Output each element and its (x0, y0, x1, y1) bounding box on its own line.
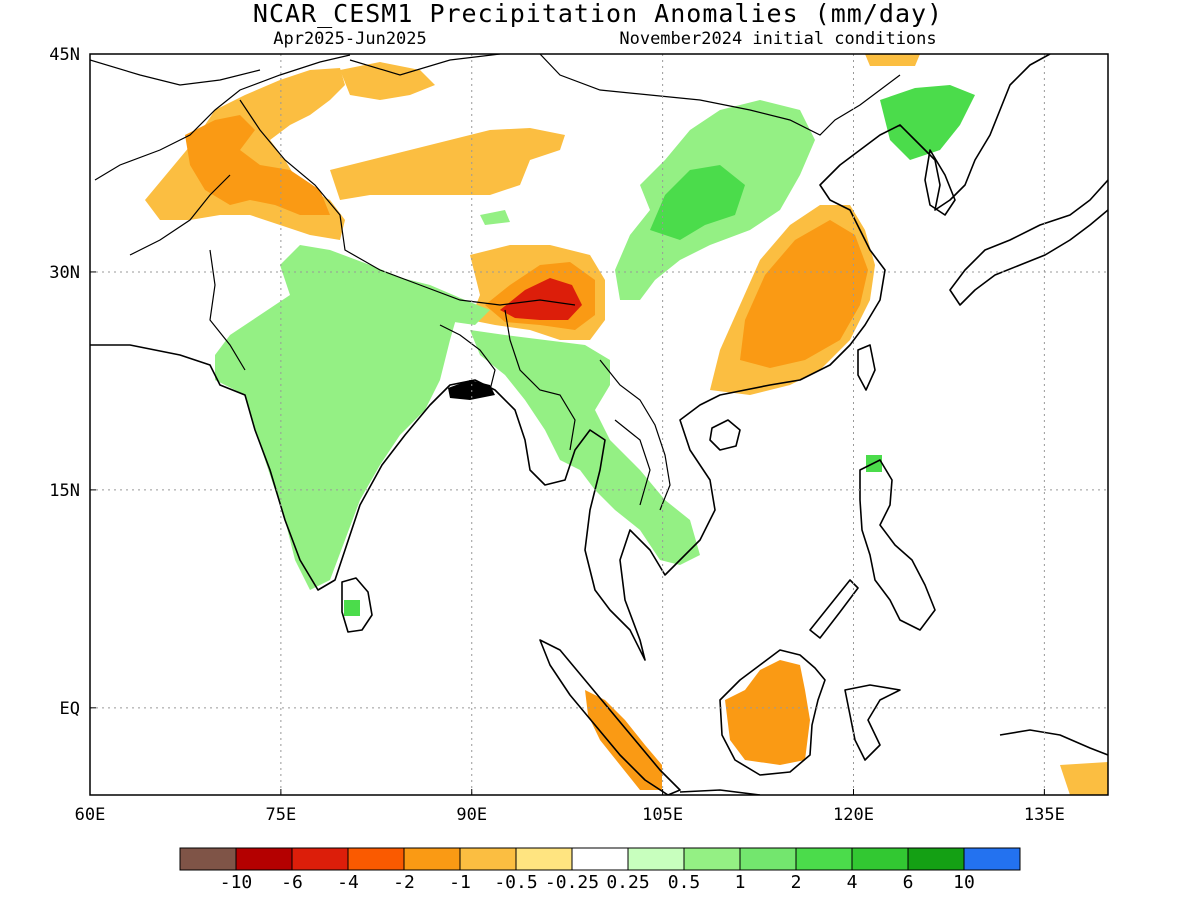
wet-anomaly-korea-northeast (880, 85, 975, 160)
coastline-java (679, 789, 761, 795)
colorbar-swatch (963, 847, 1021, 871)
colorbar-label: 6 (903, 872, 914, 893)
coastline-palawan (809, 579, 859, 639)
wet-anomaly-north-china-core (650, 165, 745, 240)
wet-anomaly-myanmar-indochina (470, 330, 700, 565)
dry-anomaly-new-guinea (1060, 762, 1108, 795)
dry-anomaly-yunnan-core (500, 278, 582, 320)
coastlines (90, 54, 1108, 795)
border-afghanistan-pakistan (129, 174, 231, 256)
coastline-taiwan (857, 344, 876, 391)
initial-conditions-subtitle: November2024 initial conditions (619, 29, 936, 49)
gridlines (90, 54, 1108, 795)
colorbar-label: -1 (449, 872, 471, 893)
coastline-south-asia (90, 54, 1051, 661)
colorbar-label: 10 (953, 872, 975, 893)
colorbar: -10 -6 -4 -2 -1 -0.5 -0.25 0.25 0.5 1 2 4 6 10 (179, 847, 1021, 893)
colorbar-swatch (907, 847, 965, 871)
coastline-korea (924, 149, 956, 216)
colorbar-swatch (291, 847, 349, 871)
wet-anomaly-india-light (295, 455, 345, 545)
coastline-sri-lanka (341, 577, 373, 633)
colorbar-swatch (739, 847, 797, 871)
wet-anomaly-sri-lanka (344, 600, 360, 616)
colorbar-label: 0.5 (668, 872, 701, 893)
coastline-hainan (709, 419, 741, 451)
longitude-axis: 60E 75E 90E 105E 120E 135E (75, 789, 1065, 825)
lon-tick-label: 60E (75, 805, 106, 825)
colorbar-swatch (571, 847, 629, 871)
lon-tick-label: 120E (833, 805, 874, 825)
border-iran-afghanistan (94, 54, 351, 181)
lat-tick-label: 15N (49, 481, 80, 501)
colorbar-swatch (179, 847, 237, 871)
colorbar-label: -0.25 (545, 872, 599, 893)
border-indochina (599, 359, 671, 511)
dry-anomaly-sumatra (585, 690, 662, 790)
map-frame (89, 53, 1109, 796)
lon-tick-label: 90E (456, 805, 487, 825)
wet-anomaly-india (215, 245, 460, 590)
border-himalaya (239, 99, 576, 306)
latitude-axis: 45N 30N 15N EQ (49, 45, 96, 719)
colorbar-label: 1 (735, 872, 746, 893)
lat-tick-label: EQ (60, 699, 80, 719)
border-myanmar (504, 309, 576, 451)
colorbar-label: -2 (393, 872, 415, 893)
coastline-philippines (859, 459, 936, 631)
border-china-mongolia (349, 54, 901, 136)
coastline-sulawesi (844, 684, 901, 761)
colorbar-swatch (235, 847, 293, 871)
colorbar-swatch (627, 847, 685, 871)
coastline-borneo (719, 649, 826, 776)
country-borders (90, 54, 901, 511)
colorbar-label: 0.25 (606, 872, 649, 893)
colorbar-label: 4 (847, 872, 858, 893)
border-kazakhstan (90, 59, 261, 86)
colorbar-swatch (347, 847, 405, 871)
wet-anomaly-bay-small (480, 210, 510, 225)
coastline-sumatra (539, 639, 681, 795)
border-pakistan-india (209, 249, 246, 371)
colorbar-swatch (459, 847, 517, 871)
coastline-new-guinea (999, 729, 1108, 756)
period-subtitle: Apr2025-Jun2025 (273, 29, 427, 49)
colorbar-swatch (403, 847, 461, 871)
wet-anomaly-nepal-himalaya (300, 250, 490, 325)
border-bangladesh (439, 324, 496, 391)
coastline-japan (949, 179, 1108, 306)
dry-anomaly-southeast-china (740, 220, 868, 368)
dry-anomaly-japan-edge (865, 54, 920, 66)
dry-anomaly-kashmir (185, 115, 330, 215)
lon-tick-label: 75E (266, 805, 297, 825)
colorbar-swatch (515, 847, 573, 871)
colorbar-swatch (851, 847, 909, 871)
colorbar-label: -0.5 (494, 872, 537, 893)
colorbar-label: -10 (220, 872, 253, 893)
colorbar-label: -4 (337, 872, 359, 893)
dry-anomaly-borneo (725, 660, 810, 765)
colorbar-swatch (795, 847, 853, 871)
colorbar-label: 2 (791, 872, 802, 893)
lat-tick-label: 30N (49, 263, 80, 283)
colorbar-swatch (683, 847, 741, 871)
lat-tick-label: 45N (49, 45, 80, 65)
colorbar-label: -6 (281, 872, 303, 893)
anomaly-shading (145, 54, 1108, 795)
figure-title: NCAR_CESM1 Precipitation Anomalies (mm/d… (253, 0, 943, 28)
lon-tick-label: 105E (642, 805, 683, 825)
map-plot-area (90, 54, 1108, 795)
lon-tick-label: 135E (1024, 805, 1065, 825)
dry-anomaly-tibet-band (330, 128, 565, 200)
